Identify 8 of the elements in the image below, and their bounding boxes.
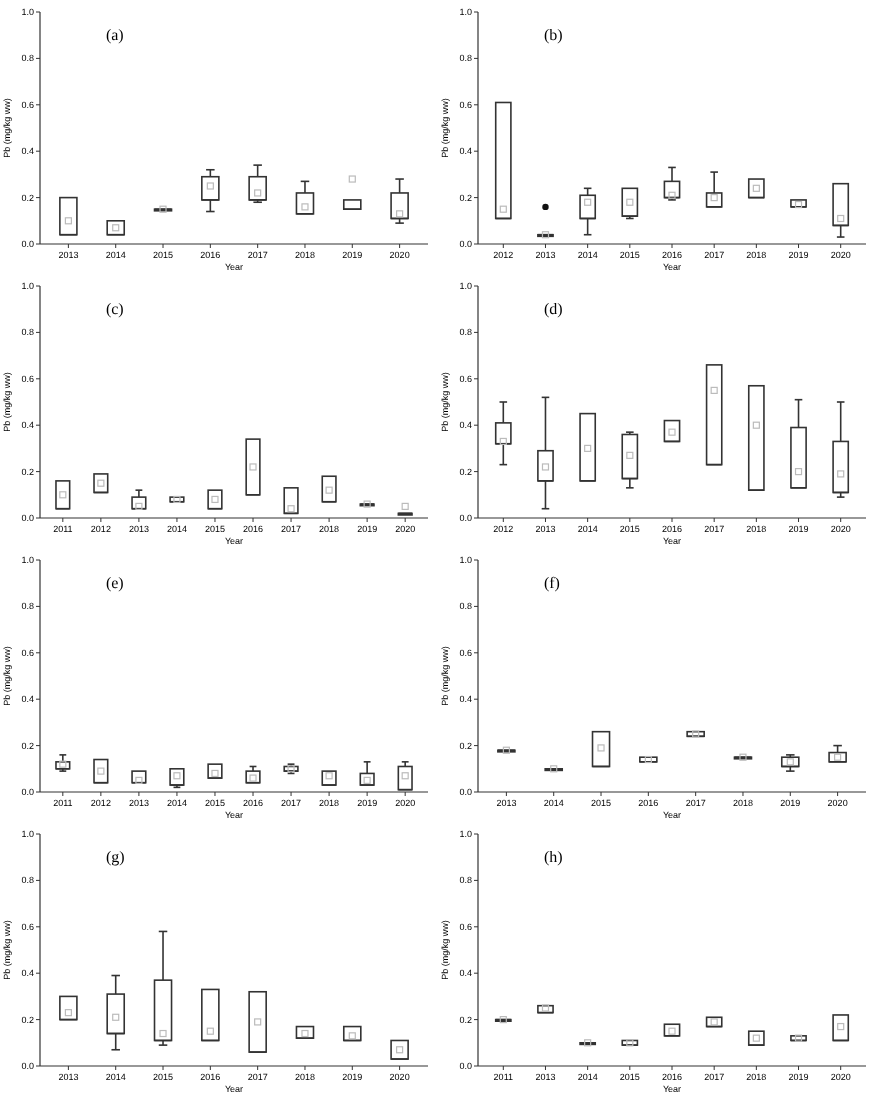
text: (c)	[105, 299, 125, 318]
text: (g)	[105, 847, 126, 866]
text: (h)	[543, 847, 564, 866]
text: (d)	[543, 299, 564, 318]
text: (f)	[543, 573, 561, 592]
text: (b)	[543, 25, 564, 44]
text: (e)	[105, 573, 125, 592]
text: (a)	[105, 25, 125, 44]
